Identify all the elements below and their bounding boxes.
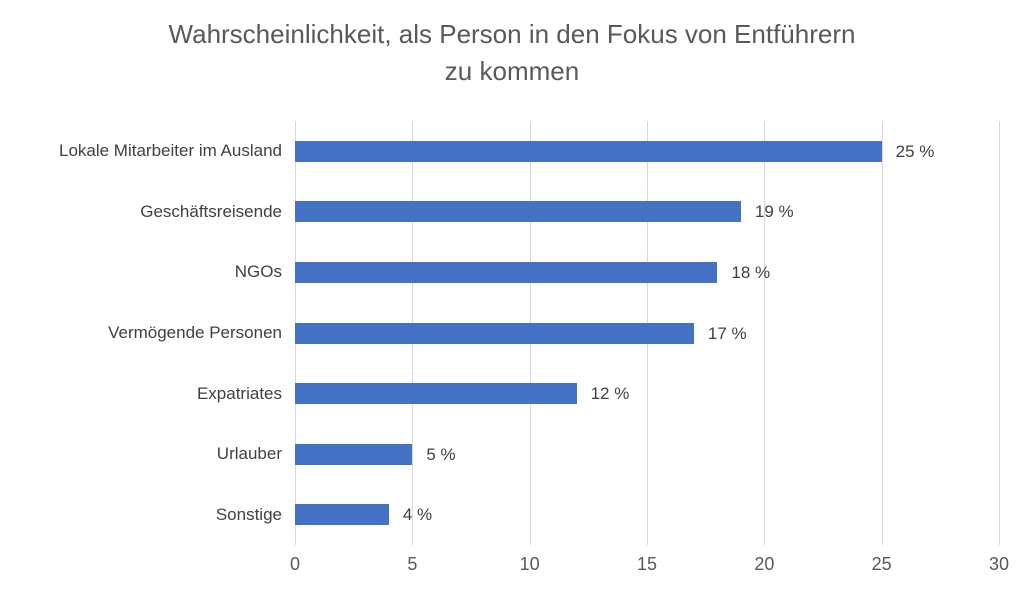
gridline: [764, 121, 766, 545]
x-tick-label: 0: [289, 554, 300, 574]
gridline: [999, 121, 1000, 545]
x-tick-label: 5: [407, 554, 418, 574]
gridline: [881, 121, 883, 545]
category-label: Expatriates: [196, 383, 282, 403]
data-label: 5 %: [426, 444, 456, 464]
data-label: 18 %: [731, 262, 771, 282]
x-tick-label: 30: [988, 554, 1010, 574]
category-label: Urlauber: [216, 444, 282, 464]
bar: [295, 201, 741, 223]
bar: [295, 504, 389, 526]
chart-title-line-1: Wahrscheinlichkeit, als Person in den Fo…: [168, 19, 856, 49]
category-label: Geschäftsreisende: [140, 201, 282, 221]
x-tick-label: 20: [754, 554, 775, 574]
bar: [295, 383, 577, 405]
x-tick-label: 15: [636, 554, 658, 574]
data-label: 17 %: [707, 323, 747, 343]
chart-title-line-2: zu kommen: [444, 56, 580, 86]
data-label: 25 %: [895, 141, 935, 161]
category-label: NGOs: [234, 262, 282, 282]
data-label: 19 %: [754, 202, 794, 222]
category-label: Sonstige: [215, 504, 282, 524]
category-label: Vermögende Personen: [108, 323, 282, 342]
x-tick-label: 10: [519, 554, 540, 574]
chart-title: Wahrscheinlichkeit, als Person in den Fo…: [62, 16, 962, 90]
plot-area: 25 % 19 % 18 % 17 % 12 % 5 % 4 %: [295, 121, 1000, 545]
bar: [295, 322, 694, 344]
bar: [295, 443, 413, 465]
x-tick-label: 25: [871, 554, 892, 574]
data-label: 4 %: [402, 505, 433, 525]
bar: [295, 261, 718, 283]
data-label: 12 %: [590, 384, 630, 404]
category-label: Lokale Mitarbeiter im Ausland: [58, 141, 282, 161]
bar: [295, 140, 882, 162]
